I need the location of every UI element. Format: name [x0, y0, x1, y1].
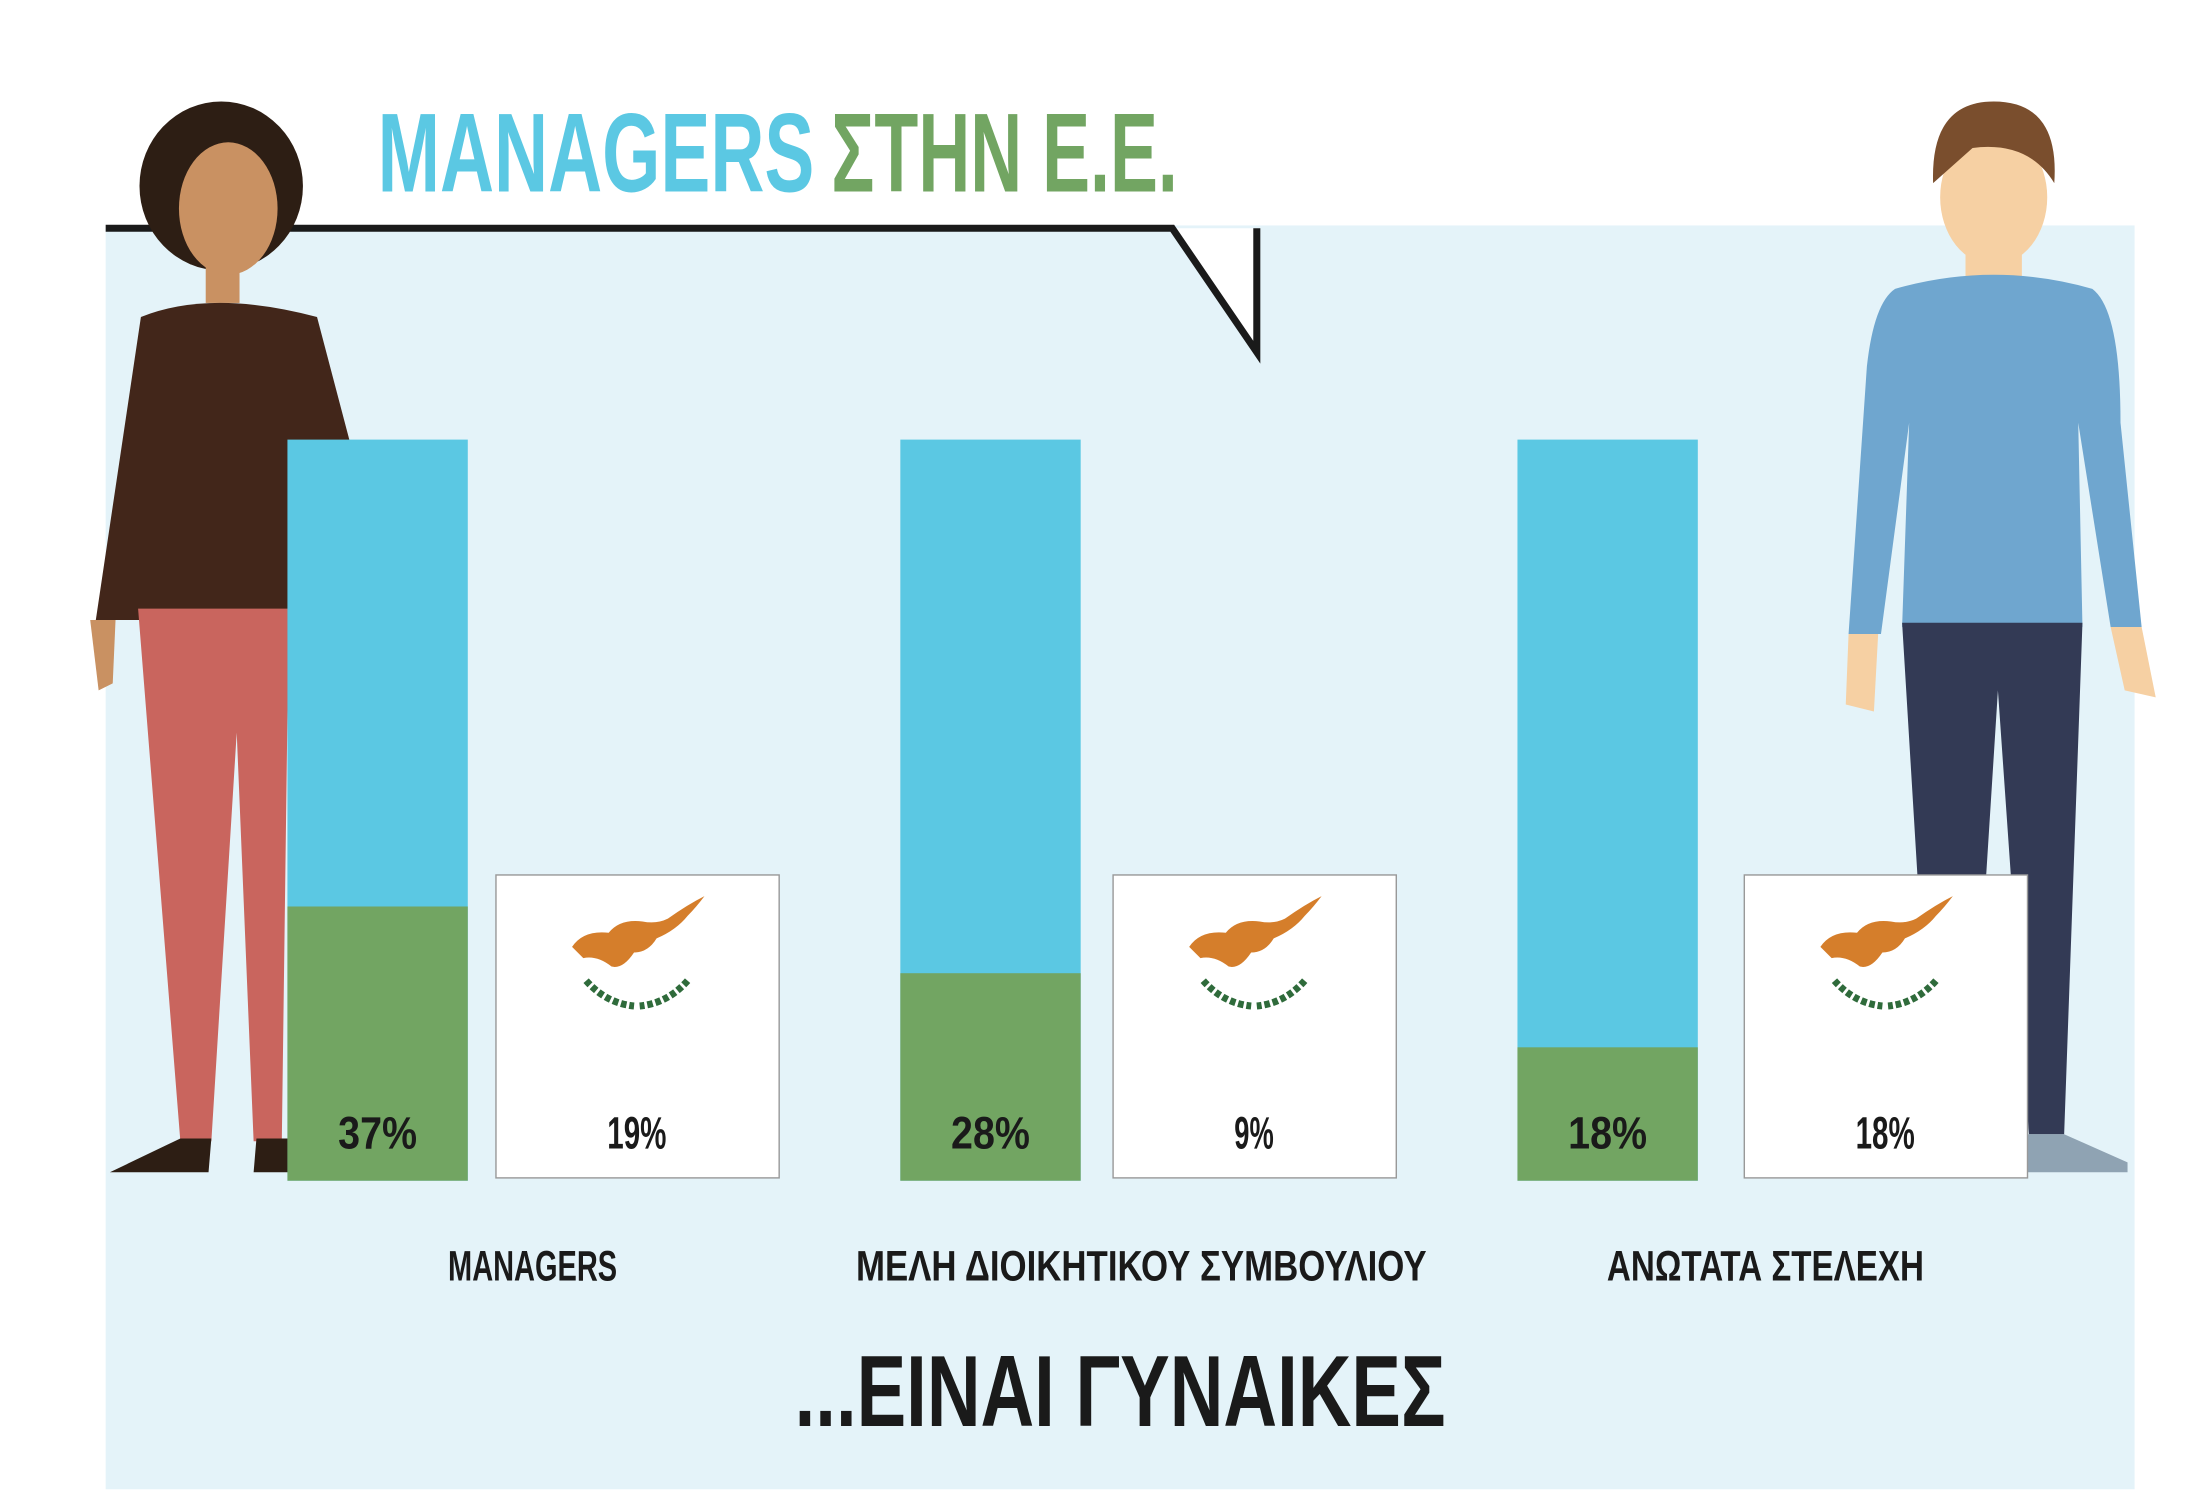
category-label: MANAGERS [448, 1243, 617, 1290]
cyprus-flag [572, 896, 705, 1010]
category-label: ΑΝΩΤΑΤΑ ΣΤΕΛΕΧΗ [1607, 1243, 1924, 1290]
flag-island [572, 896, 705, 967]
bubble-outline [105, 224, 1261, 364]
cyprus-flag [1820, 896, 1953, 1010]
bar [1517, 1047, 1698, 1181]
value-label: 28% [951, 1107, 1030, 1158]
bar [900, 973, 1081, 1181]
title-part: MANAGERS [378, 90, 815, 216]
annotation: ...ΕΙΝΑΙ ΓΥΝΑΙΚΕΣ [795, 1335, 1446, 1448]
value-label: 9% [1234, 1107, 1273, 1158]
flag-island [1820, 896, 1953, 967]
flag-branch [583, 978, 691, 1010]
value-label: 37% [338, 1107, 417, 1158]
flag-branch [1831, 978, 1939, 1010]
flag-island [1189, 896, 1322, 967]
category-label: ΜΕΛΗ ΔΙΟΙΚΗΤΙΚΟΥ ΣΥΜΒΟΥΛΙΟΥ [856, 1243, 1427, 1290]
value-label: 18% [1856, 1107, 1915, 1158]
bar [287, 906, 468, 1181]
value-label: 18% [1568, 1107, 1647, 1158]
value-label: 19% [607, 1107, 666, 1158]
cyprus-flag [1189, 896, 1322, 1010]
flag-branch [1200, 978, 1308, 1010]
bars: 37% 28% 18% 19% 9% 18% MANAGERS ΜΕΛΗ ΔΙΟΙΚΗΤΙΚΟ… [287, 439, 2029, 1290]
title-part: ΣΤΗΝ Ε.Ε. [831, 90, 1178, 216]
